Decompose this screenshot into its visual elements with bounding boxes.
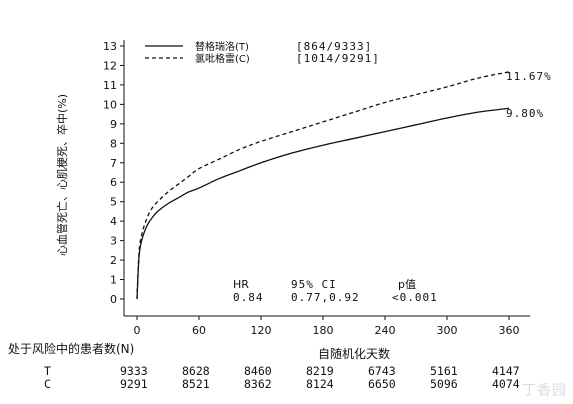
risk-cell: 8460 (244, 364, 272, 378)
risk-table-title: 处于风险中的患者数(N) (8, 342, 135, 356)
risk-cell: 6650 (368, 377, 396, 391)
x-tick-label: 60 (192, 324, 206, 337)
legend-count-ticagrelor: [864/9333] (296, 40, 372, 53)
legend-label-clopidogrel: 氯吡格雷(C) (195, 52, 250, 65)
end-label-clopidogrel: 11.67% (506, 70, 552, 83)
x-tick-label: 360 (499, 324, 520, 337)
stats-value-hr: 0.84 (233, 291, 264, 304)
risk-cell: 8628 (182, 364, 210, 378)
legend-label-ticagrelor: 替格瑞洛(T) (195, 40, 249, 53)
risk-row-label: T (44, 364, 51, 378)
y-tick-label: 13 (103, 40, 117, 53)
y-axis-label: 心血管死亡、心肌梗死、卒中(%) (55, 94, 69, 256)
stats-value-ci: 0.77,0.92 (291, 291, 360, 304)
y-tick-label: 8 (110, 137, 117, 150)
watermark: 丁香园 (522, 383, 567, 399)
end-label-ticagrelor: 9.80% (506, 107, 544, 120)
x-tick-label: 120 (251, 324, 272, 337)
y-tick-label: 7 (110, 157, 117, 170)
x-tick-label: 180 (313, 324, 334, 337)
y-tick-label: 12 (103, 59, 117, 72)
risk-cell: 9333 (120, 364, 148, 378)
risk-cell: 4074 (492, 377, 520, 391)
risk-cell: 9291 (120, 377, 148, 391)
y-tick-label: 3 (110, 235, 117, 248)
risk-cell: 8362 (244, 377, 272, 391)
stats-header-p: p值 (398, 278, 416, 291)
risk-cell: 5161 (430, 364, 458, 378)
x-tick-label: 300 (437, 324, 458, 337)
legend: 替格瑞洛(T) [864/9333] 氯吡格雷(C) [1014/9291] (145, 40, 380, 65)
y-tick-label: 10 (103, 98, 117, 111)
chart-axes (123, 40, 530, 317)
risk-row-label: C (44, 377, 51, 391)
x-axis-label: 自随机化天数 (318, 347, 391, 361)
x-tick-label: 0 (134, 324, 141, 337)
legend-count-clopidogrel: [1014/9291] (296, 52, 380, 65)
risk-cell: 8124 (306, 377, 334, 391)
x-axis-ticks: 0 60 120 180 240 300 360 (134, 316, 520, 337)
curve-ticagrelor (136, 107, 510, 300)
stats-header-hr: HR (233, 278, 249, 291)
y-tick-label: 0 (110, 293, 117, 306)
risk-cell: 8521 (182, 377, 210, 391)
curve-clopidogrel (136, 71, 510, 300)
risk-cell: 4147 (492, 364, 520, 378)
survival-curves (136, 71, 510, 300)
stats-block: HR 95% CI p值 0.84 0.77,0.92 <0.001 (233, 278, 438, 304)
y-tick-label: 9 (110, 118, 117, 131)
y-tick-label: 5 (110, 196, 117, 209)
risk-cell: 8219 (306, 364, 334, 378)
y-tick-label: 4 (110, 215, 117, 228)
x-tick-label: 240 (375, 324, 396, 337)
risk-cell: 6743 (368, 364, 396, 378)
y-tick-label: 2 (110, 254, 117, 267)
y-tick-label: 11 (103, 79, 117, 92)
stats-header-ci: 95% CI (291, 278, 337, 291)
y-tick-label: 6 (110, 176, 117, 189)
stats-value-p: <0.001 (392, 291, 438, 304)
risk-cell: 5096 (430, 377, 458, 391)
y-tick-label: 1 (110, 274, 117, 287)
